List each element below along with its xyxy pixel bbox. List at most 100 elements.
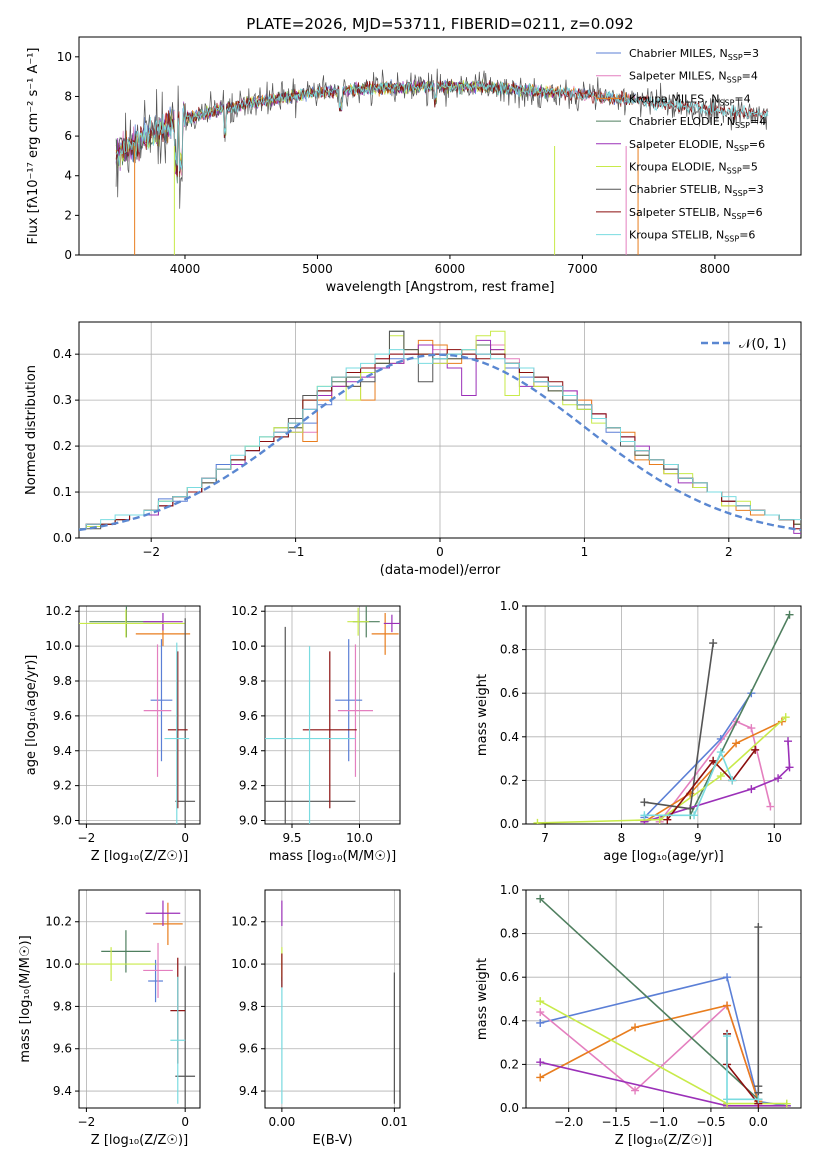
y-tick-label: 0.2 xyxy=(500,773,519,787)
legend-label: Chabrier STELIB, NSSP=3 xyxy=(629,183,764,198)
histogram-kroupa_stelib xyxy=(79,349,801,530)
y-tick-label: 8 xyxy=(64,89,72,103)
weight-marker-salpeter_elodie xyxy=(784,737,793,746)
weight-marker-kroupa_miles xyxy=(732,739,741,748)
x-tick-label: 10.0 xyxy=(346,831,373,845)
weight-marker-chabrier_stelib xyxy=(686,804,695,813)
weight-marker-chabrier_elodie xyxy=(536,894,545,903)
weight-line-kroupa_stelib xyxy=(726,1036,759,1101)
figure-title: PLATE=2026, MJD=53711, FIBERID=0211, z=0… xyxy=(246,15,633,33)
y-tick-label: 0.4 xyxy=(500,730,519,744)
weight-line-kroupa_stelib xyxy=(644,750,734,817)
plot-area xyxy=(79,606,196,824)
x-tick-label: 7000 xyxy=(567,262,598,276)
weight-line-salpeter_stelib xyxy=(726,1033,759,1105)
legend-label: Kroupa ELODIE, NSSP=5 xyxy=(629,161,758,176)
weight-line-kroupa_miles xyxy=(539,1004,760,1102)
weight-marker-kroupa_elodie xyxy=(655,815,664,824)
y-tick-label: 9.8 xyxy=(53,999,72,1013)
weight-marker-kroupa_stelib xyxy=(690,811,699,820)
x-tick-label: −0.5 xyxy=(696,1115,725,1129)
y-axis-label: mass [log₁₀(M/M☉)] xyxy=(18,935,33,1062)
weight-marker-salpeter_miles xyxy=(536,1008,545,1017)
y-tick-label: 2 xyxy=(64,208,72,222)
legend-label: Chabrier MILES, NSSP=3 xyxy=(629,47,759,62)
y-tick-label: 0.3 xyxy=(53,393,72,407)
weight-marker-salpeter_miles xyxy=(766,802,775,811)
y-tick-label: 6 xyxy=(64,129,72,143)
weight-marker-chabrier_miles xyxy=(536,1018,545,1027)
x-tick-label: 7 xyxy=(541,831,549,845)
y-tick-label: 9.4 xyxy=(53,744,72,758)
plot-area xyxy=(536,894,791,1108)
weight-marker-kroupa_elodie xyxy=(782,1099,791,1108)
y-tick-label: 10.2 xyxy=(45,915,72,929)
x-tick-label: 10 xyxy=(767,831,782,845)
y-tick-label: 10.0 xyxy=(45,957,72,971)
plot-frame xyxy=(78,889,201,1109)
x-tick-label: 5000 xyxy=(302,262,333,276)
x-tick-label: 4000 xyxy=(170,262,201,276)
weight-line-salpeter_elodie xyxy=(644,741,791,823)
y-axis-label: Normed distribution xyxy=(24,365,39,495)
y-tick-label: 9.6 xyxy=(53,709,72,723)
x-tick-label: 0 xyxy=(436,545,444,559)
x-axis-label: Z [log₁₀(Z/Z☉)] xyxy=(615,1133,712,1148)
plot-area xyxy=(281,900,395,1104)
x-axis-label: Z [log₁₀(Z/Z☉)] xyxy=(91,1133,188,1148)
weight-marker-kroupa_stelib xyxy=(723,1032,732,1041)
weight-marker-chabrier_miles xyxy=(723,973,732,982)
x-axis-label: wavelength [Angstrom, rest frame] xyxy=(326,280,555,295)
y-tick-label: 0.0 xyxy=(53,531,72,545)
y-tick-label: 9.2 xyxy=(53,779,72,793)
weight-marker-salpeter_miles xyxy=(747,724,756,733)
x-tick-label: −1 xyxy=(287,545,305,559)
weight-line-salpeter_miles xyxy=(659,720,772,823)
y-axis-label: Flux [fλ10⁻¹⁷ erg cm⁻² s⁻¹ A⁻¹] xyxy=(26,48,41,245)
plot-area xyxy=(79,900,196,1108)
y-axis-label: age [log₁₀(age/yr)] xyxy=(24,655,39,776)
weight-marker-chabrier_stelib xyxy=(754,923,763,932)
x-tick-label: 0 xyxy=(181,831,189,845)
x-tick-label: −1.0 xyxy=(649,1115,678,1129)
panel-mass_weight_vs_Z: −2.0 −1.5 −1.0 −0.5 0.0 0.0 0.2 0.4 0.6 0.8 1.0 Z [… xyxy=(475,883,802,1148)
x-tick-label: 8000 xyxy=(700,262,731,276)
x-axis-label: mass [log₁₀(M/M☉)] xyxy=(269,849,396,864)
y-tick-label: 1.0 xyxy=(500,883,519,897)
normal-curve xyxy=(79,353,801,532)
y-tick-label: 0.1 xyxy=(53,485,72,499)
y-tick-label: 9.4 xyxy=(239,744,258,758)
plot-frame xyxy=(78,36,802,256)
weight-marker-kroupa_elodie xyxy=(716,772,725,781)
weight-marker-kroupa_stelib xyxy=(716,748,725,757)
x-tick-label: 0.01 xyxy=(381,1115,408,1129)
weight-marker-kroupa_miles xyxy=(723,1001,732,1010)
legend-label: Chabrier ELODIE, NSSP=4 xyxy=(629,115,766,130)
plot-area xyxy=(79,330,801,534)
legend-label: Salpeter MILES, NSSP=4 xyxy=(629,70,758,85)
weight-marker-kroupa_elodie xyxy=(533,818,542,824)
y-tick-label: 0.8 xyxy=(500,927,519,941)
panel-residuals: −2 −1 0 1 2 0.0 0.1 0.2 0.3 0.4 (data-model)/error… xyxy=(24,321,802,578)
weight-line-chabrier_elodie xyxy=(539,898,759,1100)
legend-label: Salpeter STELIB, NSSP=6 xyxy=(629,206,763,221)
x-axis-label: age [log₁₀(age/yr)] xyxy=(603,849,724,864)
weight-marker-chabrier_stelib xyxy=(640,798,649,807)
weight-marker-salpeter_elodie xyxy=(747,785,756,794)
x-axis-label: (data-model)/error xyxy=(380,563,501,578)
y-tick-label: 0.0 xyxy=(500,1101,519,1115)
weight-marker-salpeter_elodie xyxy=(785,763,794,772)
y-tick-label: 9.4 xyxy=(53,1084,72,1098)
legend-label: Kroupa STELIB, NSSP=6 xyxy=(629,229,755,244)
plot-frame xyxy=(78,605,201,825)
y-tick-label: 0.0 xyxy=(500,817,519,831)
weight-marker-salpeter_elodie xyxy=(774,774,783,783)
weight-line-chabrier_elodie xyxy=(689,614,791,816)
y-tick-label: 10.2 xyxy=(45,604,72,618)
y-tick-label: 10.0 xyxy=(45,639,72,653)
y-axis-label: mass weight xyxy=(475,958,490,1040)
y-tick-label: 9.0 xyxy=(239,814,258,828)
x-axis-label: Z [log₁₀(Z/Z☉)] xyxy=(91,849,188,864)
x-tick-label: 1 xyxy=(581,545,589,559)
